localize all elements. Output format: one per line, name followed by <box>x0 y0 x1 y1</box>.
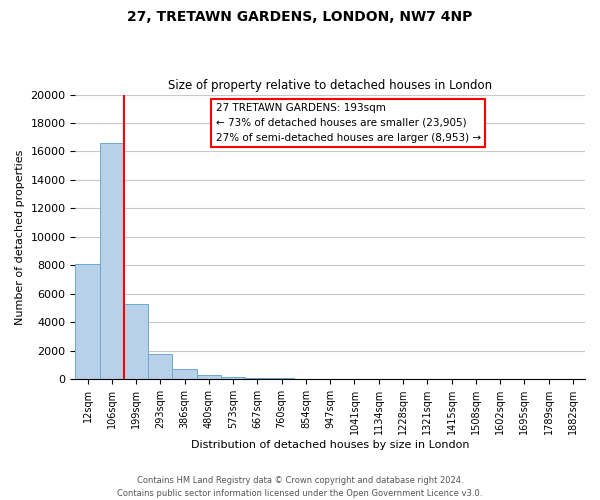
Bar <box>76 264 100 379</box>
Bar <box>172 370 197 379</box>
Text: 27, TRETAWN GARDENS, LONDON, NW7 4NP: 27, TRETAWN GARDENS, LONDON, NW7 4NP <box>127 10 473 24</box>
Bar <box>245 378 269 379</box>
Bar <box>221 377 245 379</box>
X-axis label: Distribution of detached houses by size in London: Distribution of detached houses by size … <box>191 440 469 450</box>
Bar <box>124 304 148 379</box>
Text: 27 TRETAWN GARDENS: 193sqm
← 73% of detached houses are smaller (23,905)
27% of : 27 TRETAWN GARDENS: 193sqm ← 73% of deta… <box>215 103 481 142</box>
Bar <box>100 143 124 379</box>
Bar <box>269 378 294 379</box>
Title: Size of property relative to detached houses in London: Size of property relative to detached ho… <box>168 79 492 92</box>
Bar <box>197 375 221 379</box>
Y-axis label: Number of detached properties: Number of detached properties <box>15 149 25 324</box>
Bar <box>148 354 172 379</box>
Text: Contains HM Land Registry data © Crown copyright and database right 2024.
Contai: Contains HM Land Registry data © Crown c… <box>118 476 482 498</box>
